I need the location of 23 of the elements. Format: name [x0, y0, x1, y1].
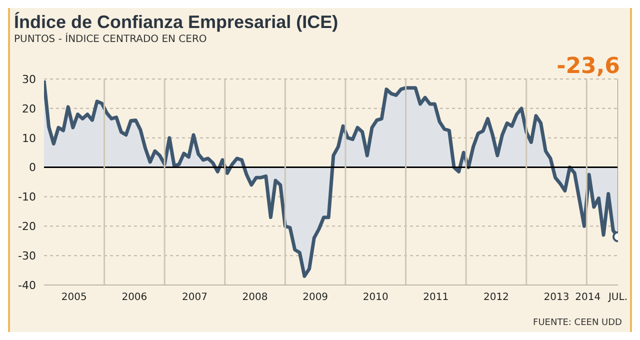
annotation: -23,6: [556, 54, 620, 79]
x-tick-label: JUL.: [607, 292, 628, 304]
x-tick-label: 2013: [544, 292, 570, 304]
x-tick-label: 2014: [575, 292, 601, 304]
chart-subtitle: PUNTOS - ÍNDICE CENTRADO EN CERO: [13, 33, 208, 45]
x-tick-label: 2012: [483, 292, 509, 304]
y-tick-label: 10: [22, 132, 36, 145]
y-tick-label: 0: [29, 161, 36, 174]
chart-title: Índice de Confianza Empresarial (ICE): [13, 11, 340, 32]
y-tick-label: -10: [18, 190, 36, 204]
x-tick-label: 2005: [61, 292, 87, 304]
x-tick-label: 2011: [423, 292, 449, 304]
x-tick-label: 2010: [362, 292, 388, 304]
y-tick-label: -40: [18, 278, 36, 292]
source-note: FUENTE: CEEN UDD: [533, 318, 622, 328]
y-tick-label: 20: [22, 102, 36, 116]
y-tick-label: -20: [18, 220, 36, 234]
x-tick-label: 2007: [182, 292, 208, 304]
y-tick-label: 30: [22, 72, 36, 86]
x-tick-label: 2008: [242, 292, 268, 304]
x-tick-label: 2006: [122, 292, 148, 304]
y-tick-label: -30: [18, 249, 36, 262]
x-tick-label: 2009: [302, 292, 328, 304]
